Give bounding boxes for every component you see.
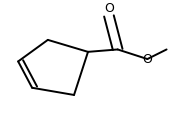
Text: O: O	[104, 2, 114, 15]
Text: O: O	[142, 53, 152, 66]
